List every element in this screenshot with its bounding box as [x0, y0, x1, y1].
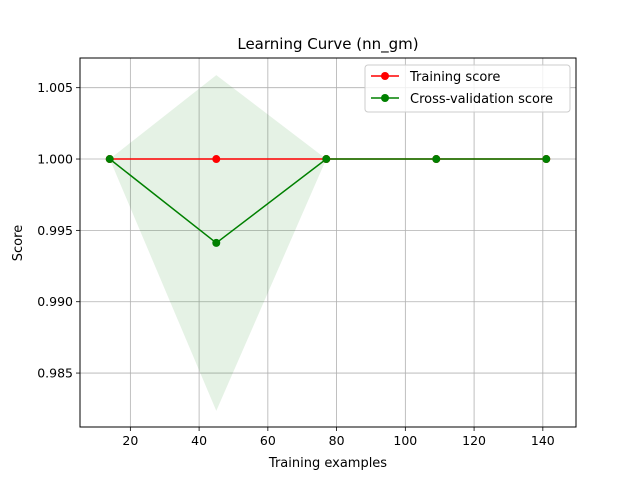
x-axis-label: Training examples: [268, 456, 387, 471]
y-axis-ticks: 0.985 0.990 0.995 1.000 1.005: [37, 80, 80, 381]
x-tick-label: 120: [462, 433, 486, 448]
x-axis-ticks: 20 40 60 80 100 120 140: [122, 427, 555, 448]
y-axis-label: Score: [11, 225, 26, 261]
y-tick-label: 0.985: [37, 366, 73, 381]
y-tick-label: 1.000: [37, 152, 73, 167]
x-tick-label: 100: [393, 433, 417, 448]
legend-entry-training: Training score: [371, 70, 500, 85]
y-tick-label: 0.990: [37, 294, 73, 309]
legend-entry-cross-validation: Cross-validation score: [371, 92, 553, 107]
legend: Training score Cross-validation score: [364, 64, 571, 113]
chart-title: Learning Curve (nn_gm): [237, 35, 418, 54]
y-tick-label: 1.005: [37, 80, 73, 95]
plot-area: [80, 58, 576, 427]
cross-validation-score-point: [212, 238, 221, 247]
cross-validation-score-point: [432, 155, 441, 164]
cross-validation-score-point: [322, 155, 331, 164]
x-tick-label: 80: [329, 433, 345, 448]
cross-validation-score-point: [542, 155, 551, 164]
legend-label-cross-validation: Cross-validation score: [410, 92, 553, 107]
training-score-point: [212, 155, 221, 164]
x-tick-label: 60: [260, 433, 276, 448]
legend-marker-cross-validation: [381, 94, 389, 102]
x-tick-label: 20: [122, 433, 138, 448]
legend-label-training: Training score: [409, 70, 500, 85]
legend-box: [364, 64, 571, 113]
x-tick-label: 40: [191, 433, 207, 448]
legend-marker-training: [381, 72, 389, 80]
plot-frame: [79, 57, 577, 428]
x-tick-label: 140: [531, 433, 555, 448]
cross-validation-score-point: [105, 155, 114, 164]
y-tick-label: 0.995: [37, 223, 73, 238]
series-points: [105, 155, 551, 247]
